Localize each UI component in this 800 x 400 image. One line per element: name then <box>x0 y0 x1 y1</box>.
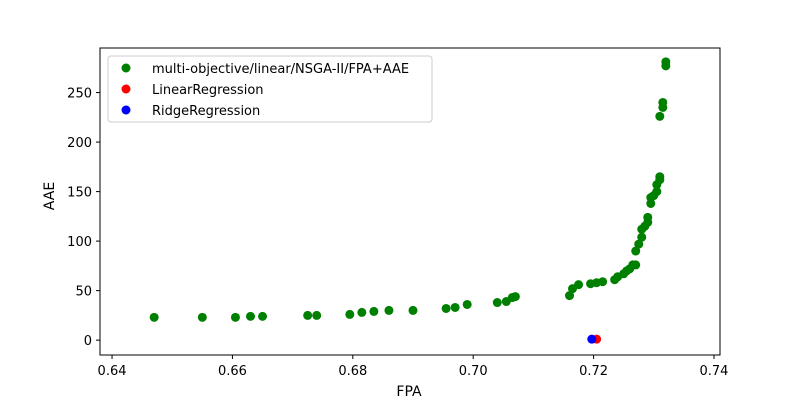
data-point <box>598 277 608 287</box>
data-point <box>441 303 451 313</box>
data-point <box>312 310 322 320</box>
y-tick-label: 100 <box>67 235 92 250</box>
data-point <box>574 280 584 290</box>
data-point <box>655 111 665 121</box>
data-point <box>634 239 644 249</box>
legend: multi-objective/linear/NSGA-II/FPA+AAE Li… <box>107 55 433 123</box>
data-point <box>510 292 520 302</box>
legend-label: LinearRegression <box>152 83 264 98</box>
x-tick-label: 0.68 <box>338 364 367 379</box>
data-point <box>652 187 662 197</box>
y-tick-label: 150 <box>67 186 92 201</box>
legend-marker <box>121 63 131 73</box>
data-point <box>631 260 641 270</box>
data-point <box>149 312 159 322</box>
legend-label: multi-objective/linear/NSGA-II/FPA+AAE <box>152 62 409 77</box>
data-point <box>658 97 668 107</box>
data-point <box>631 246 641 256</box>
data-point <box>384 305 394 315</box>
data-point <box>245 311 255 321</box>
data-point <box>303 310 313 320</box>
x-tick-label: 0.72 <box>579 364 608 379</box>
legend-label: RidgeRegression <box>152 104 260 119</box>
y-tick-label: 200 <box>67 136 92 151</box>
data-point <box>462 299 472 309</box>
y-tick-label: 50 <box>75 285 92 300</box>
data-point <box>492 298 502 308</box>
x-tick-label: 0.66 <box>218 364 247 379</box>
data-point <box>357 307 367 317</box>
x-tick-label: 0.70 <box>459 364 488 379</box>
data-point <box>345 309 355 319</box>
y-axis-label: AAE <box>42 182 58 210</box>
data-point <box>408 305 418 315</box>
y-axis: 0 50 100 150 200 250 <box>67 87 100 349</box>
data-point <box>258 311 268 321</box>
x-axis-label: FPA <box>396 384 422 400</box>
y-tick-label: 250 <box>67 87 92 102</box>
data-point <box>230 312 240 322</box>
data-point <box>587 334 597 344</box>
legend-box <box>107 55 433 123</box>
series-0 <box>149 57 671 322</box>
x-tick-label: 0.74 <box>700 364 729 379</box>
data-point <box>643 212 653 222</box>
data-point <box>369 306 379 316</box>
series-2 <box>587 334 597 344</box>
data-point <box>637 232 647 242</box>
data-point <box>197 312 207 322</box>
legend-marker <box>121 105 131 115</box>
y-tick-label: 0 <box>84 334 92 349</box>
data-point <box>450 302 460 312</box>
data-point <box>565 291 575 301</box>
x-tick-label: 0.64 <box>98 364 127 379</box>
data-point <box>655 172 665 182</box>
x-axis: 0.64 0.66 0.68 0.70 0.72 0.74 <box>98 355 729 379</box>
legend-marker <box>121 84 131 94</box>
data-point <box>661 57 671 67</box>
